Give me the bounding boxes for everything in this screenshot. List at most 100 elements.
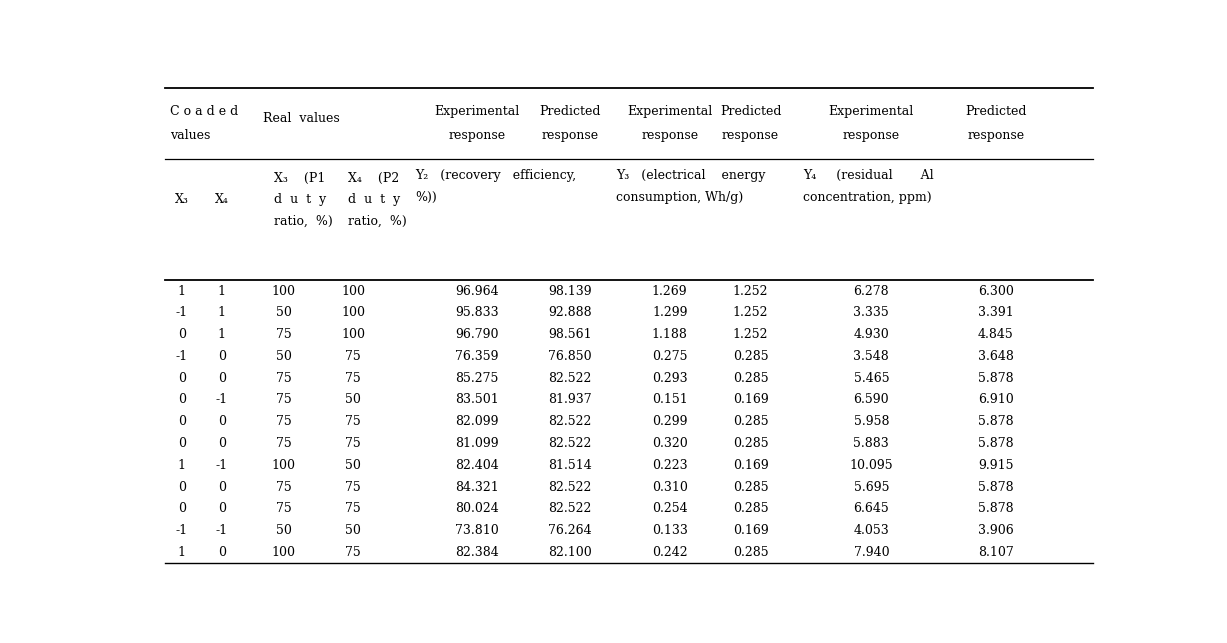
Text: 75: 75 <box>276 480 292 494</box>
Text: C o a d e d: C o a d e d <box>171 105 239 118</box>
Text: 6.590: 6.590 <box>854 394 890 406</box>
Text: 0.285: 0.285 <box>733 415 768 428</box>
Text: 1: 1 <box>218 306 226 320</box>
Text: %)): %)) <box>415 191 437 204</box>
Text: 9.915: 9.915 <box>978 459 1014 472</box>
Text: 50: 50 <box>276 524 292 537</box>
Text: 6.300: 6.300 <box>978 285 1014 298</box>
Text: 82.384: 82.384 <box>455 546 498 559</box>
Text: 82.522: 82.522 <box>548 480 591 494</box>
Text: 10.095: 10.095 <box>849 459 893 472</box>
Text: 0: 0 <box>218 415 226 428</box>
Text: 76.359: 76.359 <box>455 350 498 363</box>
Text: 0: 0 <box>178 480 187 494</box>
Text: 100: 100 <box>271 459 296 472</box>
Text: -1: -1 <box>216 524 228 537</box>
Text: 100: 100 <box>341 306 366 320</box>
Text: d  u  t  y: d u t y <box>348 194 400 206</box>
Text: 0: 0 <box>178 372 187 385</box>
Text: 100: 100 <box>341 285 366 298</box>
Text: 100: 100 <box>341 328 366 341</box>
Text: 0.299: 0.299 <box>652 415 687 428</box>
Text: 81.514: 81.514 <box>548 459 591 472</box>
Text: values: values <box>171 129 211 142</box>
Text: 3.906: 3.906 <box>978 524 1014 537</box>
Text: Y₄     (residual       Al: Y₄ (residual Al <box>802 168 934 182</box>
Text: -1: -1 <box>216 394 228 406</box>
Text: X₃    (P1: X₃ (P1 <box>274 172 325 185</box>
Text: 50: 50 <box>276 350 292 363</box>
Text: 5.878: 5.878 <box>978 415 1014 428</box>
Text: 6.645: 6.645 <box>854 502 890 516</box>
Text: 82.522: 82.522 <box>548 502 591 516</box>
Text: 75: 75 <box>345 546 361 559</box>
Text: 1: 1 <box>178 546 187 559</box>
Text: 0: 0 <box>178 394 187 406</box>
Text: 0: 0 <box>178 415 187 428</box>
Text: 3.335: 3.335 <box>854 306 890 320</box>
Text: 75: 75 <box>276 415 292 428</box>
Text: 3.648: 3.648 <box>978 350 1014 363</box>
Text: 5.878: 5.878 <box>978 502 1014 516</box>
Text: 0.151: 0.151 <box>652 394 687 406</box>
Text: 0.223: 0.223 <box>652 459 687 472</box>
Text: X₃: X₃ <box>175 194 189 206</box>
Text: 75: 75 <box>345 502 361 516</box>
Text: 0: 0 <box>178 437 187 450</box>
Text: response: response <box>642 129 698 142</box>
Text: response: response <box>448 129 506 142</box>
Text: 76.850: 76.850 <box>548 350 591 363</box>
Text: 1.188: 1.188 <box>652 328 687 341</box>
Text: Experimental: Experimental <box>828 105 914 118</box>
Text: 80.024: 80.024 <box>455 502 498 516</box>
Text: 0.285: 0.285 <box>733 480 768 494</box>
Text: 83.501: 83.501 <box>455 394 498 406</box>
Text: 50: 50 <box>345 459 361 472</box>
Text: 75: 75 <box>276 437 292 450</box>
Text: Real  values: Real values <box>263 112 340 125</box>
Text: 0.133: 0.133 <box>652 524 687 537</box>
Text: 75: 75 <box>345 350 361 363</box>
Text: 76.264: 76.264 <box>548 524 591 537</box>
Text: 6.910: 6.910 <box>978 394 1014 406</box>
Text: Predicted: Predicted <box>539 105 601 118</box>
Text: 0.169: 0.169 <box>733 394 768 406</box>
Text: 1.269: 1.269 <box>652 285 687 298</box>
Text: 5.878: 5.878 <box>978 437 1014 450</box>
Text: 75: 75 <box>345 437 361 450</box>
Text: 50: 50 <box>345 524 361 537</box>
Text: 100: 100 <box>271 546 296 559</box>
Text: 75: 75 <box>345 415 361 428</box>
Text: 0.285: 0.285 <box>733 372 768 385</box>
Text: X₄    (P2: X₄ (P2 <box>348 172 400 185</box>
Text: 82.522: 82.522 <box>548 372 591 385</box>
Text: 75: 75 <box>276 328 292 341</box>
Text: 98.561: 98.561 <box>548 328 591 341</box>
Text: 0.285: 0.285 <box>733 350 768 363</box>
Text: 4.053: 4.053 <box>854 524 890 537</box>
Text: 4.930: 4.930 <box>854 328 890 341</box>
Text: 82.404: 82.404 <box>455 459 498 472</box>
Text: 1.252: 1.252 <box>733 328 768 341</box>
Text: 50: 50 <box>345 394 361 406</box>
Text: 82.522: 82.522 <box>548 415 591 428</box>
Text: 0: 0 <box>218 502 226 516</box>
Text: 96.964: 96.964 <box>455 285 498 298</box>
Text: X₄: X₄ <box>215 194 228 206</box>
Text: 0: 0 <box>218 480 226 494</box>
Text: 3.548: 3.548 <box>854 350 890 363</box>
Text: 1.252: 1.252 <box>733 285 768 298</box>
Text: 6.278: 6.278 <box>854 285 890 298</box>
Text: 0: 0 <box>218 372 226 385</box>
Text: Y₃   (electrical    energy: Y₃ (electrical energy <box>616 168 766 182</box>
Text: 0.293: 0.293 <box>652 372 687 385</box>
Text: 5.883: 5.883 <box>854 437 890 450</box>
Text: d  u  t  y: d u t y <box>274 194 326 206</box>
Text: 0.320: 0.320 <box>652 437 687 450</box>
Text: response: response <box>843 129 899 142</box>
Text: 5.878: 5.878 <box>978 480 1014 494</box>
Text: 84.321: 84.321 <box>455 480 498 494</box>
Text: -1: -1 <box>216 459 228 472</box>
Text: 73.810: 73.810 <box>455 524 498 537</box>
Text: concentration, ppm): concentration, ppm) <box>802 191 931 204</box>
